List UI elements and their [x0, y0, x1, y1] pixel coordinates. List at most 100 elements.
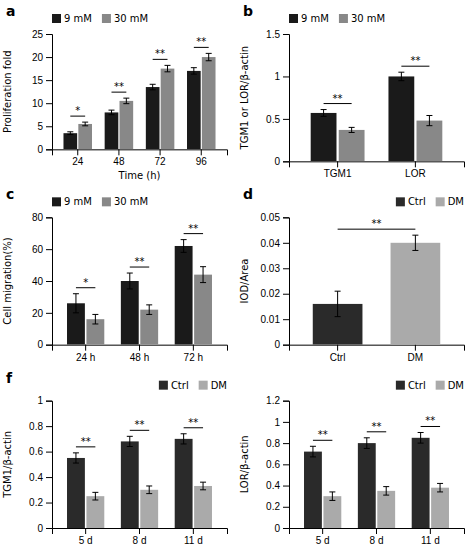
y-tick-mark: [283, 422, 289, 423]
panel-title: a: [6, 3, 15, 19]
x-axis: 5 d8 d11 d: [290, 528, 465, 546]
y-tick-mark: [283, 486, 289, 487]
significance-label: **: [81, 436, 91, 447]
y-tick: 0.4: [266, 480, 289, 491]
legend: CtrlDM: [396, 380, 464, 391]
annotations: *****: [76, 223, 203, 288]
y-tick: 0.02: [261, 288, 289, 299]
panel: TGM1LOR00.511.5****TGM1 or LOR/β-actinb9…: [239, 3, 465, 179]
y-tick-label: 0.2: [29, 497, 43, 508]
y-tick: 60: [32, 244, 52, 255]
error-bar-cap: [165, 65, 171, 66]
y-tick-mark: [46, 452, 52, 453]
bar: [323, 496, 341, 528]
x-tick-mark: [139, 345, 140, 351]
bar: [412, 438, 430, 528]
legend-item: Ctrl: [396, 380, 426, 391]
error-bar-cap: [108, 110, 114, 111]
x-tick-mark: [160, 149, 161, 155]
error-bar-cap: [412, 235, 418, 236]
bar: [431, 488, 449, 528]
bar: [121, 441, 139, 528]
significance-label: *: [83, 277, 88, 288]
y-tick-mark: [283, 294, 289, 295]
y-tick: 0.8: [266, 438, 289, 449]
legend-label: DM: [211, 380, 227, 391]
y-axis: 00.20.40.60.811.2: [266, 395, 289, 533]
y-tick-mark: [46, 80, 52, 81]
error-bar-cap: [146, 485, 152, 486]
legend: CtrlDM: [396, 196, 464, 207]
y-tick-mark: [283, 34, 289, 35]
y-tick-label: 80: [32, 212, 44, 223]
error-bar-cap: [127, 288, 133, 289]
plot-area: CtrlDM00.010.020.030.040.05**IOD/Area: [239, 212, 465, 363]
error-bar-cap: [364, 437, 370, 438]
y-tick: 0.6: [29, 446, 52, 457]
figure: 244872960510152025*******Proliferation f…: [0, 0, 474, 550]
y-tick-mark: [46, 103, 52, 104]
y-tick: 0.05: [261, 212, 289, 223]
legend-swatch: [339, 14, 348, 23]
error-bar: [415, 235, 416, 250]
x-tick-label: 96: [196, 156, 208, 167]
bar: [194, 486, 212, 528]
bar: [146, 87, 160, 149]
legend-swatch: [102, 197, 111, 206]
x-tick-label: 48: [113, 156, 125, 167]
y-tick-mark: [283, 119, 289, 120]
x-tick-label: TGM1: [324, 168, 352, 179]
error-bar-cap: [426, 125, 432, 126]
error-bar: [193, 68, 194, 74]
y-tick: 0.5: [266, 114, 289, 125]
y-tick: 0.6: [266, 459, 289, 470]
y-tick-label: 0.6: [266, 459, 280, 470]
error-bar-cap: [349, 132, 355, 133]
error-bar-cap: [206, 60, 212, 61]
y-tick: 0: [37, 339, 52, 350]
y-tick-mark: [46, 401, 52, 402]
x-tick: DM: [408, 345, 424, 363]
y-tick: 1: [274, 417, 289, 428]
x-axis: 24487296: [53, 149, 228, 167]
x-axis-line: [53, 529, 228, 535]
legend-swatch: [396, 197, 405, 206]
y-tick-mark: [46, 426, 52, 427]
error-bar-cap: [426, 115, 432, 116]
x-tick-mark: [415, 161, 416, 167]
x-tick: 48 h: [130, 345, 149, 363]
x-tick-mark: [193, 528, 194, 534]
legend: 9 mM30 mM: [52, 13, 148, 24]
error-bar: [75, 294, 76, 313]
y-tick: 0: [37, 144, 52, 155]
x-tick: 5 d: [316, 528, 330, 546]
bar: [120, 101, 134, 149]
y-tick-mark: [46, 249, 52, 250]
error-bar-cap: [123, 98, 129, 99]
bar: [175, 439, 193, 528]
legend-swatch: [52, 197, 61, 206]
x-tick: Ctrl: [330, 345, 346, 363]
y-tick-mark: [46, 126, 52, 127]
bar: [175, 246, 193, 345]
significance-label: **: [318, 429, 328, 440]
error-bar-cap: [92, 492, 98, 493]
legend-swatch: [159, 381, 168, 390]
bar: [194, 275, 212, 345]
y-axis: 00.511.5: [266, 29, 289, 167]
x-tick: 11 d: [184, 528, 203, 546]
legend-item: 9 mM: [52, 196, 92, 207]
y-tick-mark: [283, 443, 289, 444]
x-tick-mark: [118, 149, 119, 155]
x-tick: 48: [113, 149, 125, 167]
x-axis-line: [290, 529, 465, 535]
legend-label: DM: [448, 196, 464, 207]
y-tick-label: 0.02: [261, 288, 281, 299]
y-tick-mark: [46, 34, 52, 35]
significance-label: **: [196, 36, 206, 47]
legend-label: 30 mM: [114, 196, 148, 207]
error-bar: [129, 436, 130, 446]
y-tick-label: 0.04: [261, 238, 281, 249]
bar: [63, 133, 77, 149]
marks: [311, 72, 443, 161]
